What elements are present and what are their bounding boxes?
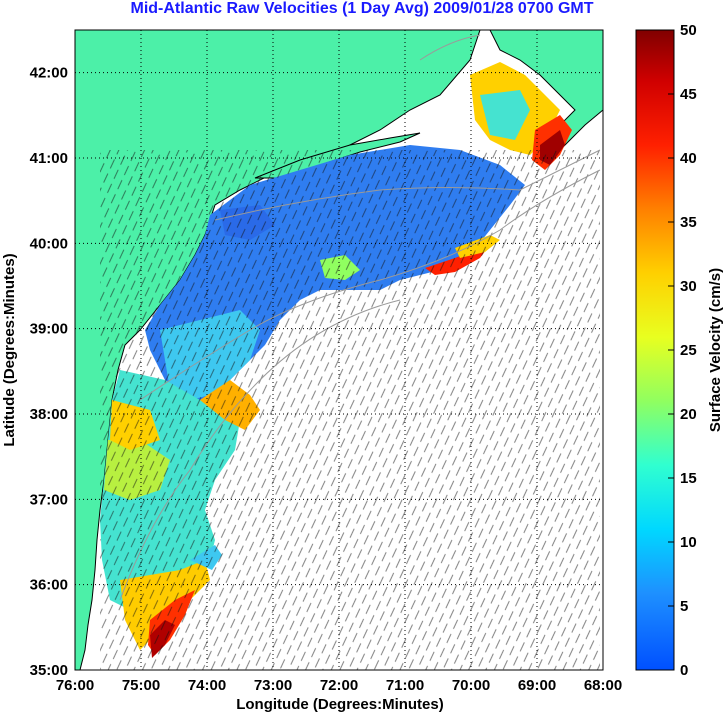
lat-tick-label: 39:00	[30, 321, 68, 338]
lon-tick-label: 68:00	[584, 677, 622, 694]
lat-tick-label: 40:00	[30, 235, 68, 252]
colorbar	[635, 29, 675, 671]
colorbar-tick-label: 35	[680, 214, 697, 231]
colorbar-tick-label: 20	[680, 406, 697, 423]
lon-tick-label: 75:00	[122, 677, 160, 694]
lat-tick-label: 42:00	[30, 65, 68, 82]
lat-tick-label: 38:00	[30, 406, 68, 423]
x-axis-title: Longitude (Degrees:Minutes)	[236, 696, 444, 713]
colorbar-tick-label: 40	[680, 150, 697, 167]
lon-tick-label: 72:00	[320, 677, 358, 694]
lat-tick-label: 41:00	[30, 150, 68, 167]
colorbar-label: Surface Velocity (cm/s)	[707, 268, 724, 432]
lon-tick-label: 76:00	[56, 677, 94, 694]
bathymetry-contours	[119, 34, 601, 601]
lon-tick-label: 74:00	[188, 677, 226, 694]
colorbar-tick-label: 45	[680, 86, 697, 103]
colorbar-tick-label: 5	[680, 598, 688, 615]
lat-tick-label: 36:00	[30, 577, 68, 594]
lat-tick-label: 35:00	[30, 662, 68, 679]
colorbar-tick-label: 30	[680, 278, 697, 295]
lon-tick-label: 69:00	[518, 677, 556, 694]
velocity-vectors	[100, 150, 600, 670]
colorbar-tick-label: 0	[680, 662, 688, 679]
lon-tick-label: 70:00	[452, 677, 490, 694]
lat-tick-label: 37:00	[30, 491, 68, 508]
plot-frame	[74, 29, 604, 671]
colorbar-tick-label: 50	[680, 22, 697, 39]
colorbar-tick-label: 25	[680, 342, 697, 359]
map-grid	[75, 30, 603, 670]
lon-tick-label: 71:00	[386, 677, 424, 694]
axis-ticks: 76:00 75:00 74:00 73:00 72:00 71:00 70:00 69:00…	[30, 65, 623, 694]
colorbar-tick-label: 15	[680, 470, 697, 487]
y-axis-title: Latitude (Degrees:Minutes)	[1, 253, 18, 446]
colorbar-tick-label: 10	[680, 534, 697, 551]
map-title: Mid-Atlantic Raw Velocities (1 Day Avg) …	[130, 0, 594, 17]
lon-tick-label: 73:00	[254, 677, 292, 694]
